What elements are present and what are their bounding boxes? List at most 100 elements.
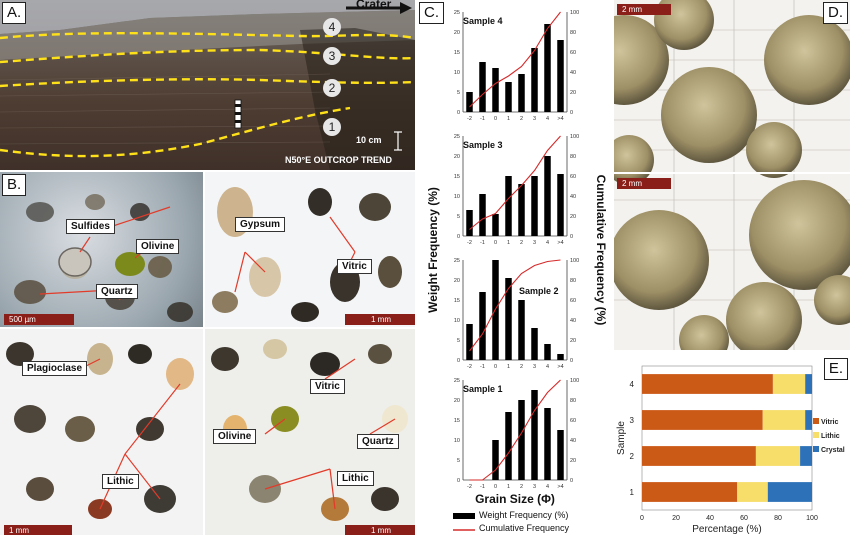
legend-cumulative-label: Cumulative Frequency (479, 523, 570, 533)
x-tick-label: -2 (467, 116, 472, 122)
x-tick-label: -2 (467, 484, 472, 490)
y-tick-label: 25 (454, 134, 460, 140)
y2-tick-label: 80 (570, 30, 576, 36)
x-tick-label: 4 (546, 484, 549, 490)
panel-c-label: C. (419, 2, 444, 24)
x-tick-label: 100 (806, 515, 818, 522)
y2-tick-label: 100 (570, 134, 579, 140)
y-tick-label: 10 (454, 318, 460, 324)
stacked-bar-vitric (642, 410, 763, 430)
lapilli-upper (614, 0, 850, 185)
x-tick-label: 2 (520, 240, 523, 246)
y2-tick-label: 40 (570, 70, 576, 76)
weight-frequency-bar (544, 156, 551, 236)
micrograph-bottom-left: Plagioclase Lithic 1 mm (0, 329, 203, 535)
boundary-line-3 (0, 48, 415, 64)
y-tick-label: 5 (457, 338, 460, 344)
y2-tick-label: 0 (570, 110, 573, 116)
x-tick-label: 2 (520, 364, 523, 370)
weight-frequency-bar (544, 24, 551, 112)
sample-title: Sample 4 (463, 16, 503, 26)
y2-tick-label: 40 (570, 194, 576, 200)
y-tick-label: 25 (454, 258, 460, 264)
y-tick-label: 4 (630, 380, 635, 389)
weight-frequency-bar (505, 176, 512, 236)
y-tick-label: 20 (454, 398, 460, 404)
y-tick-label: 20 (454, 278, 460, 284)
sulfide-grain (58, 247, 92, 277)
legend-label-vitric: Vitric (821, 419, 838, 426)
y-axis-title: Sample (616, 421, 627, 455)
y2-tick-label: 40 (570, 318, 576, 324)
grains-top-right (212, 187, 402, 322)
stacked-bar-lithic (755, 446, 801, 466)
y-tick-label: 10 (454, 438, 460, 444)
callout-olivine-tl: Olivine (136, 239, 180, 254)
x-tick-label: -1 (480, 240, 485, 246)
scalebar-500um: 500 µm (4, 314, 74, 325)
sample-title: Sample 2 (519, 286, 559, 296)
x-tick-label: 0 (494, 364, 497, 370)
x-tick-label: 0 (494, 116, 497, 122)
y-tick-label: 10 (454, 194, 460, 200)
callout-quartz-br: Quartz (357, 434, 399, 449)
x-tick-label: 20 (672, 515, 680, 522)
scalebar-2mm-bottom: 2 mm (617, 178, 671, 189)
scalebar-1mm-bl: 1 mm (4, 525, 72, 535)
x-tick-label: -1 (480, 484, 485, 490)
stacked-bar-lithic (737, 482, 768, 502)
stacked-bar-crystal (805, 410, 812, 430)
panel-b-label: B. (2, 174, 27, 196)
weight-frequency-bar (492, 68, 499, 112)
weight-frequency-bar (466, 92, 473, 112)
y-tick-label: 15 (454, 298, 460, 304)
boundary-line-2 (0, 78, 415, 88)
stacked-bar-crystal (800, 446, 812, 466)
callout-lithic-br: Lithic (337, 471, 374, 486)
plot-frame (641, 365, 813, 511)
sample-title: Sample 1 (463, 384, 503, 394)
stacked-bar-lithic (762, 410, 806, 430)
stacked-bar-vitric (642, 374, 773, 394)
y2-tick-label: 100 (570, 378, 579, 384)
y-axis-title-cumulative: Cumulative Frequency (%) (594, 175, 608, 326)
callout-olivine-br: Olivine (213, 429, 257, 444)
x-tick-label: 0 (640, 515, 644, 522)
weight-frequency-bar (466, 210, 473, 236)
panel-a-outcrop-photo: A. Crater 4 3 2 1 10 cm N50°E OUTCROP TR… (0, 0, 415, 170)
x-tick-label: 40 (706, 515, 714, 522)
y-tick-label: 1 (630, 488, 635, 497)
y2-tick-label: 0 (570, 358, 573, 364)
stacked-bar-vitric (642, 482, 738, 502)
sample-title: Sample 3 (463, 140, 503, 150)
x-tick-label: >4 (557, 484, 563, 490)
x-tick-label: 4 (546, 240, 549, 246)
y-tick-label: 20 (454, 154, 460, 160)
unit-badge-3: 3 (323, 47, 341, 65)
y-tick-label: 0 (457, 358, 460, 364)
x-tick-label: 3 (533, 240, 536, 246)
callout-quartz-tl: Quartz (96, 284, 138, 299)
weight-frequency-bar (518, 184, 525, 236)
x-tick-label: 2 (520, 484, 523, 490)
lapilli-lower (614, 180, 850, 350)
panel-e-label: E. (823, 358, 848, 380)
x-axis-title-grain-size: Grain Size (Φ) (475, 492, 555, 506)
y-tick-label: 15 (454, 174, 460, 180)
x-tick-label: -1 (480, 116, 485, 122)
stacked-bar-crystal (805, 374, 812, 394)
componentry-chart: 4 3 2 1 0 20 40 60 80 100 Percentage (%) Sample Vitr… (616, 365, 845, 535)
y2-tick-label: 20 (570, 90, 576, 96)
cumulative-frequency-line (469, 11, 561, 108)
y-tick-label: 0 (457, 110, 460, 116)
scalebar-2mm-top: 2 mm (617, 4, 671, 15)
y-tick-label: 0 (457, 478, 460, 484)
weight-frequency-bar (479, 292, 486, 360)
x-tick-label: 80 (774, 515, 782, 522)
x-tick-label: 0 (494, 484, 497, 490)
y2-tick-label: 0 (570, 234, 573, 240)
y2-tick-label: 60 (570, 418, 576, 424)
legend-weight-label: Weight Frequency (%) (479, 510, 569, 520)
x-tick-label: 3 (533, 484, 536, 490)
y2-tick-label: 60 (570, 174, 576, 180)
